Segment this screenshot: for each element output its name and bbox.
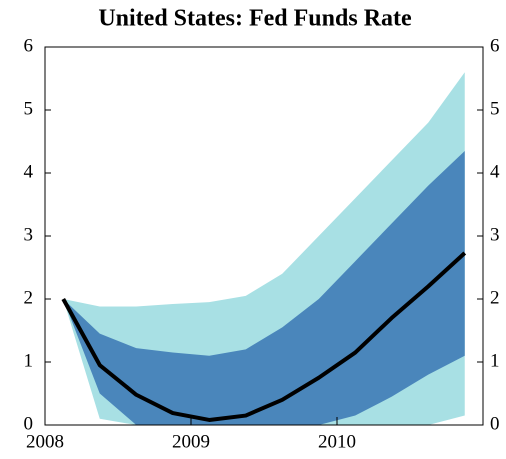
- x-tick-label: 2008: [26, 431, 64, 452]
- central-line: [61, 251, 467, 422]
- x-tick-label: 2009: [172, 431, 210, 452]
- y-tick-label: 3: [24, 224, 34, 245]
- y-tick-label: 5: [24, 98, 34, 119]
- y-tick-label: 2: [24, 287, 34, 308]
- y-tick-label: 6: [24, 35, 34, 56]
- fan-band: [63, 150, 465, 425]
- y2-tick-label: 2: [490, 287, 500, 308]
- y2-tick-label: 4: [490, 161, 500, 182]
- y-tick-label: 4: [24, 161, 34, 182]
- y2-tick-label: 0: [490, 413, 500, 434]
- y2-tick-label: 5: [490, 98, 500, 119]
- y-tick-label: 1: [24, 350, 34, 371]
- y2-tick-label: 6: [490, 35, 500, 56]
- y2-tick-label: 3: [490, 224, 500, 245]
- x-tick-label: 2010: [318, 431, 356, 452]
- y-tick-label: 0: [24, 413, 34, 434]
- y2-tick-label: 1: [490, 350, 500, 371]
- chart-title: United States: Fed Funds Rate: [98, 6, 412, 32]
